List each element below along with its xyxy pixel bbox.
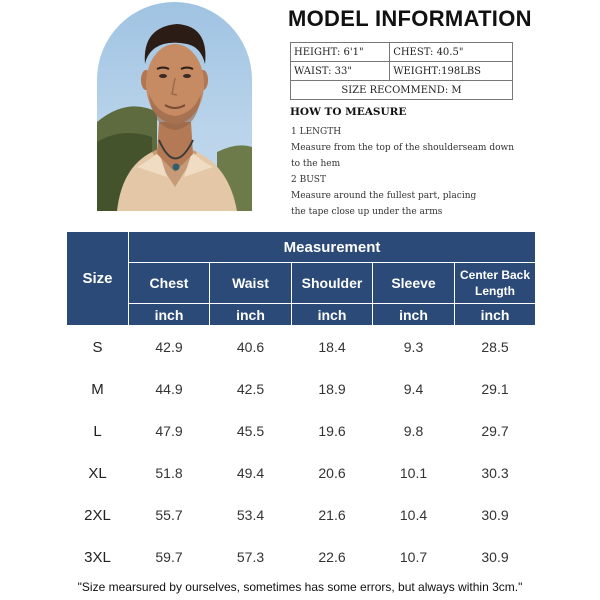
- model-waist: WAIST: 33": [289, 61, 391, 81]
- unit-label: inch: [372, 303, 455, 326]
- value-cell: 42.9: [155, 339, 183, 355]
- column-header-chest: Chest: [128, 262, 210, 304]
- value-cell: 42.5: [236, 381, 265, 397]
- model-weight: WEIGHT:198LBS: [389, 61, 513, 81]
- unit-label: inch: [291, 303, 373, 326]
- value-cell: 18.9: [318, 381, 346, 397]
- value-cell: 30.9: [481, 507, 509, 523]
- model-height: HEIGHT: 6'1": [289, 42, 391, 62]
- value-cell: 44.9: [155, 381, 183, 397]
- value-cell: 10.4: [399, 507, 428, 523]
- unit-label: inch: [453, 303, 537, 326]
- value-cell: 9.4: [403, 381, 424, 397]
- value-cell: 59.7: [155, 549, 183, 565]
- size-cell: XL: [88, 464, 107, 482]
- size-cell: S: [92, 338, 103, 356]
- value-cell: 29.1: [481, 381, 509, 397]
- column-header-center-back-length: Center Back Length: [453, 262, 537, 304]
- table-row: L 47.9 45.5 19.6 9.8 29.7: [67, 410, 536, 452]
- value-cell: 30.9: [481, 549, 509, 565]
- column-header-sleeve: Sleeve: [372, 262, 455, 304]
- how-to-measure-line: Measure from the top of the shoulderseam…: [291, 143, 515, 153]
- value-cell: 49.4: [236, 465, 265, 481]
- value-cell: 55.7: [155, 507, 183, 523]
- table-row: 3XL 59.7 57.3 22.6 10.7 30.9: [67, 536, 536, 578]
- model-info-table: HEIGHT: 6'1" CHEST: 40.5" WAIST: 33" WEI…: [289, 42, 513, 100]
- value-cell: 22.6: [318, 549, 346, 565]
- how-to-measure-text: 1 LENGTH Measure from the top of the sho…: [291, 124, 514, 220]
- unit-label: inch: [209, 303, 292, 326]
- measurement-header: Measurement: [127, 231, 537, 263]
- size-header: Size: [66, 231, 129, 326]
- model-info-title: MODEL INFORMATION: [288, 6, 532, 31]
- size-cell: M: [91, 380, 104, 398]
- how-to-measure-line: 2 BUST: [291, 175, 326, 185]
- table-row: S 42.9 40.6 18.4 9.3 28.5: [67, 326, 536, 369]
- size-disclaimer: "Size mearsured by ourselves, sometimes …: [77, 580, 523, 594]
- table-row: M 44.9 42.5 18.9 9.4 29.1: [67, 368, 536, 410]
- value-cell: 21.6: [318, 507, 346, 523]
- value-cell: 10.1: [399, 465, 428, 481]
- value-cell: 57.3: [236, 549, 265, 565]
- value-cell: 20.6: [318, 465, 346, 481]
- table-row: XL 51.8 49.4 20.6 10.1 30.3: [67, 452, 536, 494]
- value-cell: 30.3: [481, 465, 509, 481]
- column-header-waist: Waist: [209, 262, 292, 304]
- value-cell: 53.4: [236, 507, 265, 523]
- value-cell: 28.5: [481, 339, 509, 355]
- value-cell: 47.9: [155, 423, 183, 439]
- how-to-measure-title: HOW TO MEASURE: [290, 106, 407, 118]
- how-to-measure-line: to the hem: [291, 159, 341, 169]
- model-size-recommend: SIZE RECOMMEND: M: [290, 80, 513, 100]
- how-to-measure-line: 1 LENGTH: [291, 127, 342, 137]
- unit-label: inch: [128, 303, 210, 326]
- value-cell: 9.3: [403, 339, 424, 355]
- model-photo: [97, 2, 252, 211]
- model-chest: CHEST: 40.5": [389, 42, 513, 62]
- how-to-measure-line: the tape close up under the arms: [291, 207, 443, 217]
- value-cell: 45.5: [236, 423, 265, 439]
- value-cell: 51.8: [155, 465, 183, 481]
- value-cell: 10.7: [399, 549, 428, 565]
- value-cell: 19.6: [318, 423, 346, 439]
- table-row: 2XL 55.7 53.4 21.6 10.4 30.9: [67, 494, 536, 536]
- size-chart-table: Size Measurement Chest Waist Shoulder Sl…: [66, 231, 537, 578]
- size-cell: L: [93, 422, 102, 440]
- size-cell: 2XL: [84, 506, 111, 524]
- value-cell: 18.4: [318, 339, 346, 355]
- value-cell: 40.6: [236, 339, 265, 355]
- size-cell: 3XL: [84, 548, 111, 566]
- how-to-measure-line: Measure around the fullest part, placing: [291, 191, 477, 201]
- value-cell: 29.7: [481, 423, 509, 439]
- value-cell: 9.8: [403, 423, 424, 439]
- column-header-shoulder: Shoulder: [291, 262, 373, 304]
